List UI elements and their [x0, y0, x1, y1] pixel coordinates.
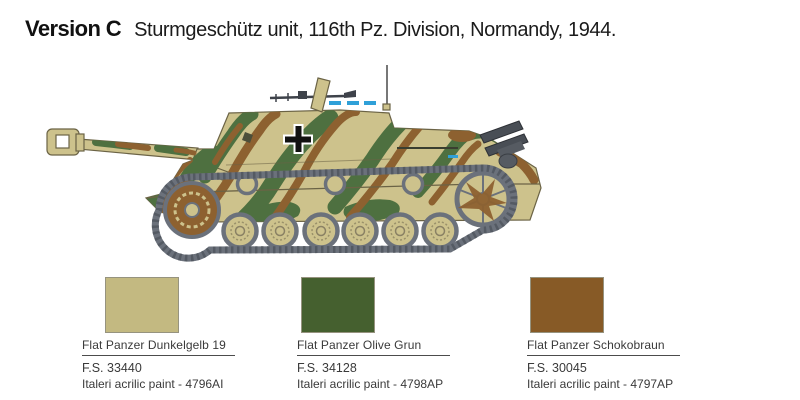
stug-side-profile-svg	[46, 65, 542, 262]
antenna	[382, 65, 391, 111]
exhaust-mufflers	[479, 120, 529, 169]
fs-code: F.S. 30045	[527, 361, 587, 375]
road-wheels	[221, 212, 459, 250]
muzzle-brake-icon	[46, 128, 85, 156]
drive-sprocket	[163, 181, 221, 239]
periscopes	[329, 101, 458, 158]
tank-illustration	[0, 40, 800, 270]
version-description: Sturmgeschütz unit, 116th Pz. Division, …	[134, 19, 617, 41]
color-swatch-schokobraun	[530, 277, 604, 333]
page-title: Version C Sturmgeschütz unit, 116th Pz. …	[25, 16, 616, 42]
fs-code: F.S. 34128	[297, 361, 357, 375]
paint-code: Italeri acrilic paint - 4798AP	[297, 377, 444, 391]
color-swatch-dunkelgelb	[105, 277, 179, 333]
version-label: Version C	[25, 16, 122, 41]
paint-code: Italeri acrilic paint - 4797AP	[527, 377, 674, 391]
paint-name: Flat Panzer Dunkelgelb 19	[82, 338, 226, 352]
paint-swatch-dunkelgelb: Flat Panzer Dunkelgelb 19 F.S. 33440 Ita…	[82, 277, 235, 391]
mantlet-notch	[242, 132, 253, 143]
track	[151, 164, 518, 262]
fs-code: F.S. 33440	[82, 361, 142, 375]
paint-code: Italeri acrilic paint - 4796AI	[82, 377, 224, 391]
gun-shield	[310, 77, 331, 113]
paint-swatch-olivegrun: Flat Panzer Olive Grun F.S. 34128 Italer…	[297, 277, 450, 391]
color-swatch-olivegrun	[301, 277, 375, 333]
paint-swatch-schokobraun: Flat Panzer Schokobraun F.S. 30045 Itale…	[527, 277, 680, 391]
idler-wheel	[454, 170, 512, 228]
paint-name: Flat Panzer Schokobraun	[527, 338, 665, 352]
balkenkreuz-cross-icon	[283, 124, 313, 154]
paint-name: Flat Panzer Olive Grun	[297, 338, 422, 352]
